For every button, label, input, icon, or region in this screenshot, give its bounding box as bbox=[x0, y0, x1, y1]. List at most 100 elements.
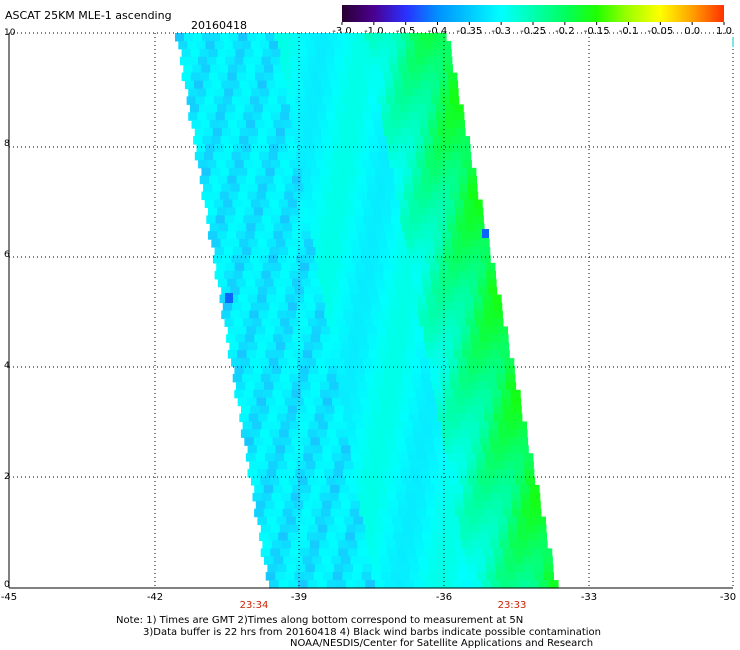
swath-cell bbox=[424, 389, 435, 399]
swath-cell bbox=[260, 548, 271, 557]
swath-cell bbox=[418, 405, 429, 415]
swath-cell bbox=[243, 215, 254, 224]
swath-cell bbox=[386, 326, 397, 335]
swath-cell bbox=[264, 223, 275, 232]
swath-cell bbox=[299, 548, 310, 557]
swath-cell bbox=[351, 144, 362, 153]
swath-cell bbox=[366, 80, 377, 90]
swath-cell bbox=[310, 33, 321, 42]
swath-cell bbox=[268, 255, 279, 264]
swath-cell bbox=[493, 405, 504, 415]
swath-cell bbox=[390, 405, 401, 415]
swath-cell bbox=[459, 516, 470, 526]
swath-cell bbox=[232, 302, 242, 312]
swath-cell bbox=[428, 128, 439, 137]
swath-cell bbox=[249, 461, 260, 470]
swath-cell bbox=[390, 112, 401, 121]
swath-cell bbox=[298, 318, 309, 327]
swath-cell bbox=[457, 167, 468, 177]
swath-cell bbox=[313, 239, 323, 248]
swath-cell bbox=[492, 302, 503, 312]
swath-cell bbox=[337, 366, 347, 375]
swath-cell bbox=[367, 389, 378, 399]
swath-cell bbox=[348, 389, 359, 399]
swath-cell bbox=[383, 373, 394, 383]
swath-cell bbox=[449, 477, 460, 486]
swath-cell bbox=[446, 453, 457, 462]
swath-cell bbox=[386, 548, 398, 557]
swath-cell bbox=[438, 469, 449, 478]
swath-cell bbox=[363, 215, 374, 224]
swath-cell bbox=[255, 72, 265, 82]
swath-cell bbox=[341, 294, 352, 304]
swath-cell bbox=[472, 199, 483, 208]
swath-cell bbox=[353, 358, 364, 367]
swath-cell bbox=[355, 120, 365, 129]
swath-cell bbox=[253, 207, 264, 216]
swath-cell bbox=[437, 120, 447, 129]
swath-cell bbox=[423, 540, 434, 549]
swath-cell bbox=[248, 128, 259, 137]
swath-cell bbox=[401, 270, 412, 280]
swath-cell bbox=[441, 524, 452, 534]
swath-cell bbox=[418, 453, 429, 462]
swath-cell bbox=[455, 120, 465, 129]
swath-cell bbox=[236, 231, 246, 240]
swath-cell bbox=[356, 421, 367, 430]
swath-cell bbox=[305, 151, 315, 161]
swath-cell bbox=[292, 278, 302, 288]
swath-cell bbox=[518, 445, 529, 454]
swath-cell bbox=[452, 580, 463, 589]
swath-cell bbox=[441, 286, 452, 296]
swath-cell bbox=[248, 183, 259, 193]
swath-cell bbox=[338, 548, 349, 557]
swath-cell bbox=[360, 151, 371, 161]
swath-cell bbox=[244, 262, 254, 272]
swath-cell bbox=[293, 350, 304, 359]
swath-cell bbox=[297, 358, 307, 367]
swath-cell bbox=[264, 64, 274, 74]
swath-cell bbox=[357, 492, 368, 502]
swath-cell bbox=[181, 48, 192, 58]
swath-cell bbox=[368, 88, 378, 97]
swath-cell bbox=[360, 453, 371, 462]
swath-cell bbox=[231, 255, 242, 264]
swath-cell bbox=[326, 64, 337, 74]
swath-cell bbox=[369, 294, 380, 304]
swath-cell bbox=[498, 532, 509, 541]
swath-cell bbox=[460, 231, 471, 240]
swath-cell bbox=[523, 453, 534, 462]
swath-cell bbox=[383, 72, 394, 82]
swath-cell bbox=[453, 159, 463, 169]
swath-cell bbox=[469, 231, 480, 240]
swath-cell bbox=[202, 136, 213, 145]
swath-cell bbox=[411, 373, 422, 383]
swath-cell bbox=[275, 445, 286, 454]
swath-cell bbox=[437, 413, 448, 423]
swath-cell bbox=[247, 469, 258, 478]
swath-cell bbox=[480, 342, 491, 351]
swath-cell bbox=[378, 151, 389, 161]
swath-cell bbox=[498, 524, 509, 534]
swath-cell bbox=[423, 40, 434, 50]
swath-cell bbox=[368, 136, 378, 145]
swath-cell bbox=[432, 286, 443, 296]
swath-cell bbox=[440, 278, 451, 288]
swath-cell bbox=[414, 437, 425, 446]
swath-cell bbox=[239, 239, 249, 248]
swath-cells bbox=[175, 33, 559, 589]
swath-cell bbox=[336, 524, 347, 534]
swath-cell bbox=[239, 136, 249, 145]
swath-cell bbox=[430, 477, 441, 486]
swath-cell bbox=[326, 104, 337, 113]
colorbar-tick-label: -0.1 bbox=[618, 26, 639, 37]
swath-cell bbox=[303, 445, 314, 454]
swath-cell bbox=[504, 453, 515, 462]
swath-cell bbox=[274, 326, 285, 335]
swath-cell bbox=[355, 223, 366, 232]
swath-cell bbox=[479, 524, 490, 534]
colorbar-gradient bbox=[342, 5, 724, 22]
swath-cell bbox=[381, 104, 391, 113]
swath-cell bbox=[231, 151, 242, 161]
swath-cell bbox=[400, 215, 410, 224]
